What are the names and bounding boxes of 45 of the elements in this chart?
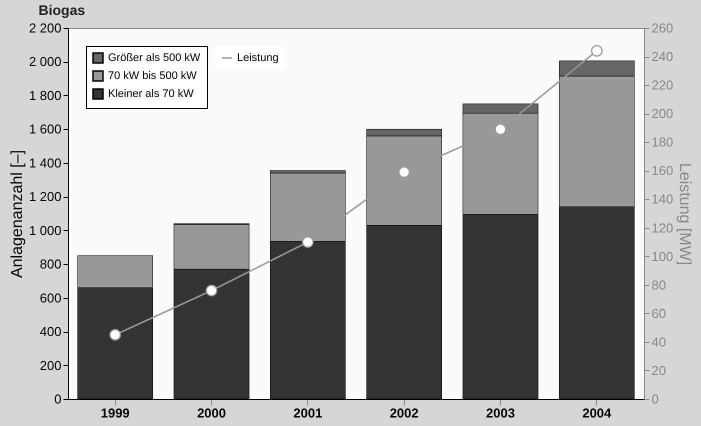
y-tick-label: 1 000 [28,222,62,238]
legend-label: Kleiner als 70 kW [108,88,194,100]
x-tick-label: 2003 [486,406,515,420]
y2-tick-label: 0 [652,392,659,406]
x-tick-label: 2002 [390,406,419,420]
legend-label: Leistung [237,52,279,64]
point [302,236,314,248]
y-tick-label: 2 000 [28,54,62,70]
point [206,284,218,296]
point [398,166,410,178]
x-tick-label: 2000 [197,406,226,420]
legend-label: 70 kW bis 500 kW [108,70,198,82]
y2-tick-label: 40 [652,334,666,350]
legend-label: Größer als 500 kW [108,52,201,64]
y-axis-title: Anlagenanzahl [–] [8,150,26,278]
y-tick-label: 1 800 [28,88,62,103]
y2-tick-label: 120 [652,220,674,236]
y2-tick-label: 200 [652,106,674,122]
y-tick-label: 800 [40,256,62,272]
y2-tick-label: 240 [652,49,674,64]
y2-tick-label: 20 [652,362,666,378]
x-tick-label: 2001 [293,406,322,420]
y2-tick-label: 60 [652,306,666,321]
y-tick-label: 1 600 [28,122,62,137]
chart-title: Biogas [38,2,86,18]
y2-tick-label: 220 [652,78,674,93]
y2-tick-label: 180 [652,134,674,150]
point [590,44,603,57]
x-tick-label: 2004 [582,406,612,420]
point [109,328,122,341]
y-tick-label: 600 [40,290,62,306]
y2-tick-label: 160 [652,163,674,178]
y2-tick-label: 80 [652,277,666,292]
y2-tick-label: 140 [652,192,674,207]
y-tick-label: 1 200 [28,189,62,204]
y-tick-label: 2 200 [28,20,62,36]
y2-tick-label: 260 [652,20,674,36]
y-tick-label: 400 [40,324,62,340]
point [494,123,506,136]
y2-tick-label: 100 [652,248,674,264]
y-tick-label: 200 [40,358,62,373]
y-tick-label: 1 400 [28,155,62,170]
y-tick-label: 0 [54,392,62,406]
x-tick-label: 1999 [100,406,130,420]
y2-axis-title: Leistung [MW] [676,162,694,266]
